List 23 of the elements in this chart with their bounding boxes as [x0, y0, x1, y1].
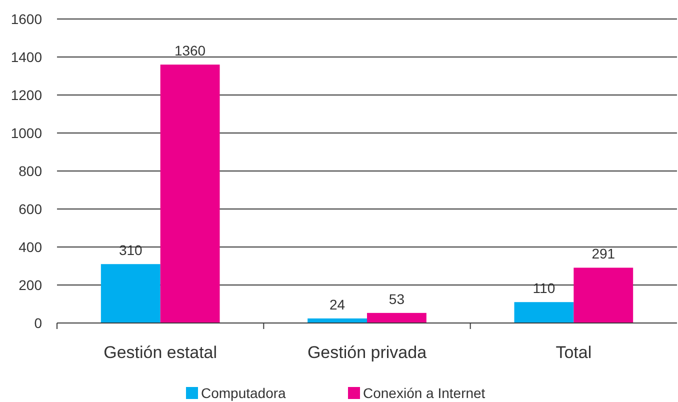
y-tick-label: 800: [18, 162, 42, 179]
bar: [100, 264, 160, 323]
y-tick-label: 1000: [10, 124, 42, 141]
bar: [160, 64, 220, 323]
legend-label: Conexión a Internet: [363, 385, 486, 401]
data-label: 24: [330, 296, 346, 312]
bar: [574, 268, 634, 323]
y-tick-label: 1600: [10, 10, 42, 27]
x-tick-label: Gestión estatal: [104, 343, 218, 362]
y-tick-label: 0: [34, 314, 42, 331]
y-tick-label: 1400: [10, 48, 42, 65]
legend-label: Computadora: [201, 385, 286, 401]
x-tick-label: Gestión privada: [307, 343, 428, 362]
y-tick-label: 200: [18, 276, 42, 293]
data-label: 291: [592, 246, 616, 262]
y-tick-label: 600: [18, 200, 42, 217]
bar: [367, 312, 426, 323]
data-label: 53: [388, 290, 405, 307]
bar: [514, 302, 574, 323]
x-tick-label: Total: [556, 343, 592, 362]
y-tick-label: 1200: [10, 86, 42, 103]
data-label: 1360: [174, 42, 206, 59]
y-tick-label: 400: [18, 238, 42, 255]
